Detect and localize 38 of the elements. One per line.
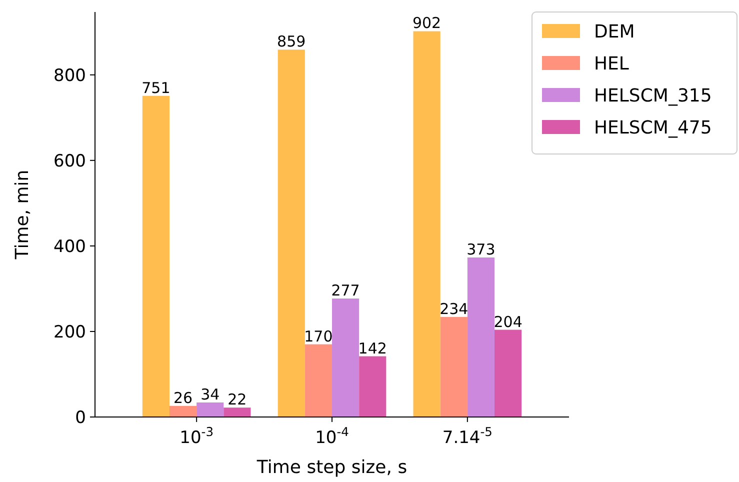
bar (413, 31, 440, 417)
y-tick-label: 200 (54, 322, 86, 342)
bar (224, 408, 251, 417)
data-label: 234 (440, 300, 468, 318)
bar (304, 344, 332, 417)
bar (196, 402, 224, 417)
bar (278, 50, 305, 417)
bar (142, 96, 170, 417)
data-label: 142 (358, 339, 387, 358)
y-tick-label: 800 (54, 66, 86, 86)
bar (494, 330, 522, 417)
legend-label: DEM (594, 21, 635, 42)
data-label: 277 (331, 282, 360, 300)
legend-label: HELSCM_475 (594, 117, 712, 138)
x-tick-label: 10$^{-4}$ (315, 425, 350, 448)
legend-label: HEL (594, 53, 629, 74)
data-label: 170 (304, 327, 333, 346)
bar (332, 298, 360, 417)
y-tick-label: 400 (54, 236, 86, 257)
data-label: 204 (494, 312, 522, 331)
bar (467, 257, 495, 417)
data-label: 26 (173, 388, 193, 407)
x-tick-label: 7.14$^{-5}$ (442, 425, 492, 448)
data-label: 373 (466, 240, 496, 258)
legend-label: HELSCM_315 (594, 85, 712, 106)
data-label: 902 (412, 14, 442, 32)
bar (169, 406, 197, 417)
x-axis-title: Time step size, s (256, 457, 408, 478)
data-label: 751 (142, 78, 170, 97)
y-tick-label: 600 (54, 151, 86, 172)
y-tick-label: 0 (75, 408, 86, 428)
y-axis-title: Time, min (12, 170, 33, 260)
x-tick-label: 10$^{-3}$ (180, 425, 214, 448)
data-label: 34 (200, 385, 220, 404)
data-label: 22 (228, 390, 247, 409)
bar (440, 316, 468, 417)
bar (359, 356, 386, 417)
data-label: 859 (277, 32, 306, 51)
